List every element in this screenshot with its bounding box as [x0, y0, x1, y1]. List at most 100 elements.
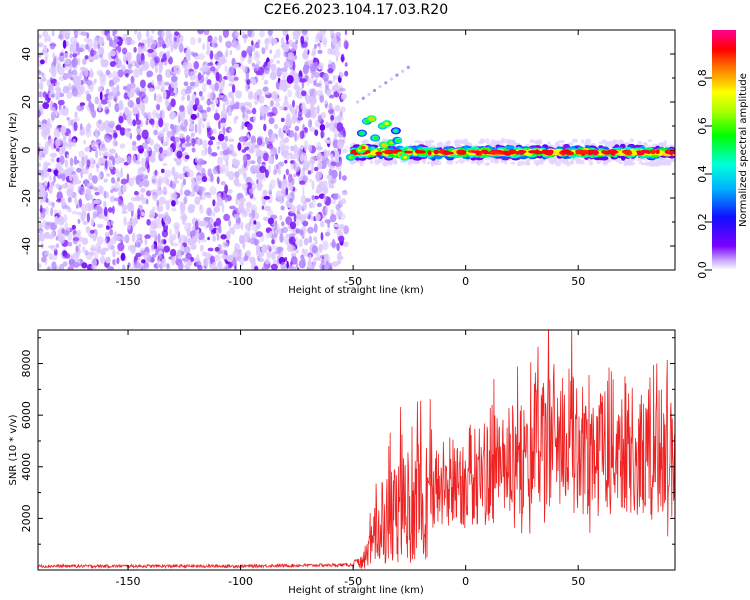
noise-speckle: [163, 258, 166, 268]
signal-halo-speckle: [567, 142, 574, 146]
signal-halo-speckle: [374, 158, 380, 165]
noise-speckle: [81, 203, 87, 213]
noise-speckle: [234, 243, 241, 251]
noise-speckle: [286, 60, 290, 68]
noise-speckle: [209, 83, 217, 90]
noise-speckle: [218, 120, 221, 130]
noise-speckle: [72, 237, 80, 242]
streak-speckle: [356, 100, 360, 104]
noise-speckle: [235, 197, 239, 205]
noise-speckle: [338, 131, 344, 139]
noise-speckle: [219, 122, 227, 128]
noise-speckle: [185, 134, 190, 143]
noise-speckle: [221, 78, 225, 87]
noise-speckle: [134, 190, 139, 196]
noise-speckle: [303, 47, 308, 55]
noise-speckle: [214, 53, 220, 61]
noise-speckle: [327, 68, 334, 74]
noise-speckle: [139, 102, 145, 112]
noise-speckle: [156, 204, 164, 213]
noise-speckle: [50, 207, 54, 217]
noise-speckle: [166, 263, 170, 269]
noise-speckle: [327, 63, 333, 69]
noise-speckle: [229, 205, 236, 210]
streak-speckle: [401, 69, 405, 73]
noise-speckle: [122, 33, 128, 39]
signal-halo-speckle: [519, 160, 526, 166]
noise-speckle: [290, 107, 296, 115]
noise-speckle: [341, 175, 347, 181]
noise-speckle: [320, 258, 325, 266]
noise-speckle: [285, 233, 289, 238]
noise-speckle: [284, 159, 288, 164]
noise-speckle: [258, 95, 265, 104]
noise-speckle: [172, 40, 178, 51]
noise-speckle: [99, 255, 106, 264]
noise-speckle: [109, 228, 113, 236]
noise-speckle: [207, 168, 212, 177]
signal-halo-speckle: [640, 162, 647, 166]
noise-speckle: [326, 174, 333, 180]
noise-speckle: [96, 205, 103, 215]
noise-speckle: [215, 71, 220, 82]
noise-speckle: [278, 84, 284, 91]
noise-speckle: [112, 249, 116, 258]
noise-speckle: [278, 170, 281, 175]
noise-speckle: [314, 166, 319, 172]
noise-speckle: [158, 196, 166, 205]
noise-speckle: [105, 88, 110, 95]
noise-speckle: [180, 207, 185, 217]
signal-halo-speckle: [581, 139, 585, 144]
noise-speckle: [170, 79, 178, 89]
noise-speckle: [226, 70, 231, 80]
noise-speckle: [150, 189, 154, 195]
noise-speckle: [86, 159, 91, 168]
noise-speckle: [202, 83, 207, 93]
noise-speckle: [136, 233, 140, 239]
noise-speckle: [186, 94, 191, 102]
noise-speckle: [153, 93, 157, 101]
noise-speckle: [249, 237, 257, 245]
noise-speckle: [66, 188, 72, 197]
noise-speckle: [117, 186, 124, 196]
noise-speckle: [63, 58, 71, 65]
noise-speckle: [183, 235, 188, 244]
noise-speckle: [53, 169, 59, 175]
noise-speckle: [61, 145, 66, 154]
noise-speckle: [290, 256, 298, 265]
noise-speckle: [132, 140, 137, 147]
noise-speckle: [124, 40, 128, 45]
noise-speckle: [343, 40, 349, 50]
noise-speckle: [165, 37, 169, 43]
signal-band-blob: [520, 150, 527, 154]
noise-speckle: [309, 178, 312, 183]
noise-speckle: [50, 45, 55, 50]
colorbar-gradient: [712, 30, 736, 270]
burst-blob: [381, 143, 386, 147]
noise-speckle: [50, 101, 54, 110]
noise-speckle: [159, 146, 163, 154]
noise-speckle: [161, 30, 165, 38]
noise-speckle: [323, 150, 330, 158]
noise-speckle: [295, 236, 299, 246]
noise-speckle: [136, 128, 143, 134]
noise-speckle: [49, 77, 54, 83]
noise-speckle: [58, 210, 62, 216]
noise-speckle: [194, 220, 199, 231]
streak-speckle: [367, 92, 371, 96]
noise-speckle: [158, 68, 163, 74]
signal-halo-speckle: [603, 140, 609, 145]
noise-speckle: [191, 137, 196, 147]
noise-speckle: [320, 220, 325, 228]
noise-speckle: [305, 166, 309, 171]
noise-speckle: [137, 66, 142, 73]
signal-halo-speckle: [572, 138, 578, 143]
noise-speckle: [159, 110, 163, 119]
noise-speckle: [39, 222, 43, 229]
noise-speckle: [50, 157, 55, 163]
noise-speckle: [218, 224, 222, 234]
noise-speckle: [72, 252, 80, 260]
noise-speckle: [313, 57, 317, 63]
signal-band-blob: [471, 150, 481, 154]
noise-speckle: [100, 248, 106, 256]
